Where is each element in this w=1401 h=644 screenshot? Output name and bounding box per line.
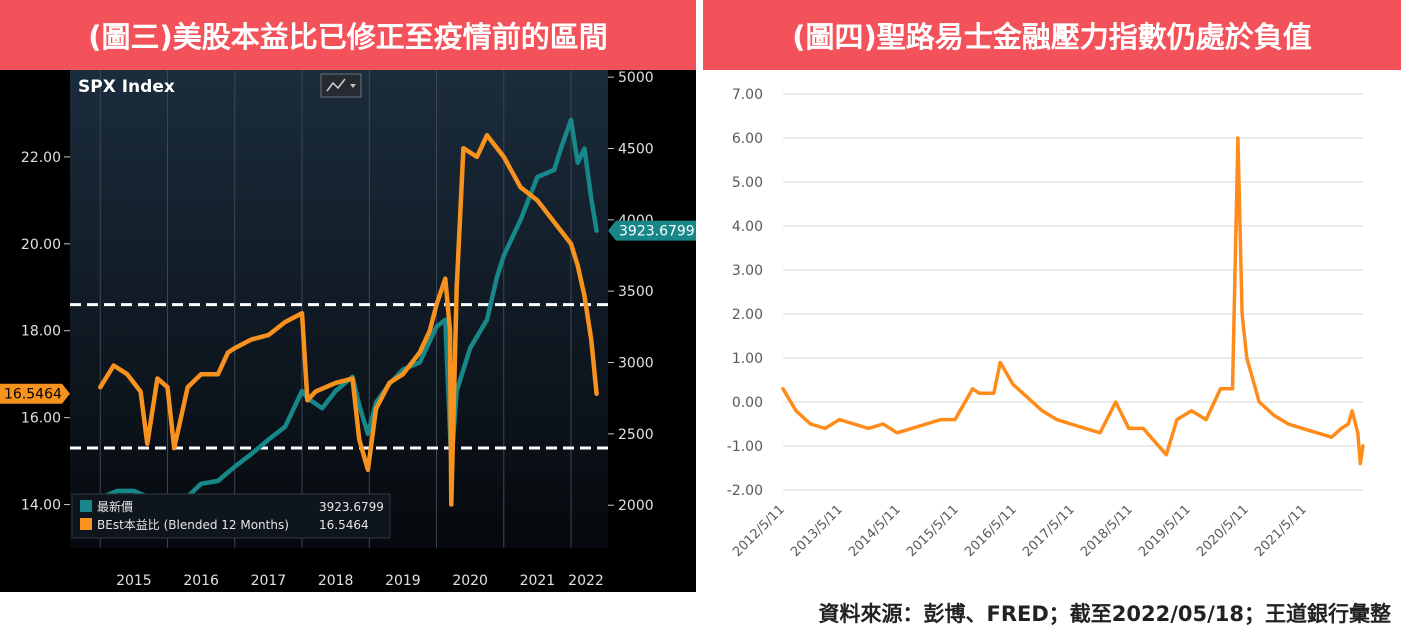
x-axis-year-label: 2016 (183, 573, 219, 589)
y-axis-tick-label: 5.00 (732, 175, 763, 191)
legend-swatch (80, 500, 92, 512)
x-axis-date-label: 2019/5/11 (1136, 502, 1194, 560)
legend-label: BEst本益比 (Blended 12 Months) (97, 518, 289, 532)
y-axis-tick-label: 2.00 (732, 307, 763, 323)
left-axis-tick-label: 16.00 (21, 411, 61, 427)
price-series-line (98, 117, 599, 522)
y-axis-tick-label: 1.00 (732, 351, 763, 367)
x-axis-year-label: 2018 (318, 573, 354, 589)
stress-index-chart: -2.00 -1.00 0.00 1.00 2.00 3.00 4.00 5.00 6.00 7.… (727, 87, 1365, 560)
x-axis-date-label: 2013/5/11 (788, 502, 846, 560)
left-axis-tick-label: 14.00 (21, 498, 61, 514)
y-axis-tick-label: -2.00 (727, 483, 763, 499)
left-chart-title: (圖三)美股本益比已修正至疫情前的區間 (0, 0, 696, 70)
y-axis-tick-label: 0.00 (732, 395, 763, 411)
legend-box (71, 493, 391, 539)
x-axis-date-label: 2016/5/11 (962, 502, 1020, 560)
icon-frame (320, 73, 362, 98)
spx-pe-chart: 14.00 16.00 18.00 20.00 22.00 2000 2500 3000 350… (0, 70, 696, 589)
x-axis-date-label: 2012/5/11 (730, 502, 788, 560)
chart-legend: 最新價 3923.6799 BEst本益比 (Blended 12 Months) 1… (71, 493, 391, 539)
left-axis-tick-label: 18.00 (21, 324, 61, 340)
x-axis-date-label: 2020/5/11 (1194, 502, 1252, 560)
x-axis-date-label: 2018/5/11 (1078, 502, 1136, 560)
left-axis-tick-label: 20.00 (21, 237, 61, 253)
x-axis-year-label: 2019 (385, 573, 421, 589)
stress-index-line (781, 136, 1365, 466)
legend-value: 3923.6799 (319, 500, 384, 514)
left-axis-tick-label: 22.00 (21, 150, 61, 166)
y-axis-tick-label: 6.00 (732, 131, 763, 147)
chart-title: SPX Index (78, 77, 175, 97)
y-axis-tick-label: 7.00 (732, 87, 763, 103)
spx-chart-panel: 14.00 16.00 18.00 20.00 22.00 2000 2500 3000 350… (0, 70, 696, 592)
legend-label: 最新價 (97, 499, 133, 514)
x-axis-year-label: 2017 (251, 573, 287, 589)
x-axis-date-label: 2017/5/11 (1020, 502, 1078, 560)
y-axis-tick-label: 3.00 (732, 263, 763, 279)
right-axis-tick-label: 5000 (618, 70, 654, 86)
x-axis-date-label: 2021/5/11 (1252, 502, 1310, 560)
pe-last-value-box (0, 383, 70, 404)
legend-value: 16.5464 (319, 518, 369, 532)
x-axis-year-label: 2022 (568, 573, 604, 589)
source-note: 資料來源：彭博、FRED；截至2022/05/18；王道銀行彙整 (818, 602, 1391, 626)
right-axis-tick-label: 3500 (618, 284, 654, 300)
y-axis-tick-label: 4.00 (732, 219, 763, 235)
x-axis-year-label: 2021 (520, 573, 556, 589)
right-axis-tick-label: 3000 (618, 356, 654, 372)
right-axis-tick-label: 2000 (618, 498, 654, 514)
stress-index-chart-panel: -2.00 -1.00 0.00 1.00 2.00 3.00 4.00 5.00 6.00 7.… (703, 70, 1401, 592)
x-axis-date-label: 2014/5/11 (846, 502, 904, 560)
x-axis-year-label: 2015 (116, 573, 152, 589)
plot-area (70, 70, 608, 548)
pe-series-line (98, 132, 599, 507)
icon-dropdown-arrow (350, 84, 356, 88)
right-axis-tick-label: 4500 (618, 141, 654, 157)
right-axis-tick-label: 2500 (618, 427, 654, 443)
price-last-value-box (608, 220, 696, 241)
y-axis-tick-label: -1.00 (727, 439, 763, 455)
legend-swatch (80, 518, 92, 530)
line-chart-icon (320, 73, 362, 98)
price-last-value: 3923.6799 (619, 224, 695, 240)
x-axis-year-label: 2020 (452, 573, 488, 589)
x-axis-date-label: 2015/5/11 (904, 502, 962, 560)
pe-last-value: 16.5464 (4, 387, 62, 403)
icon-glyph (326, 78, 346, 92)
right-chart-title: (圖四)聖路易士金融壓力指數仍處於負值 (703, 0, 1401, 70)
